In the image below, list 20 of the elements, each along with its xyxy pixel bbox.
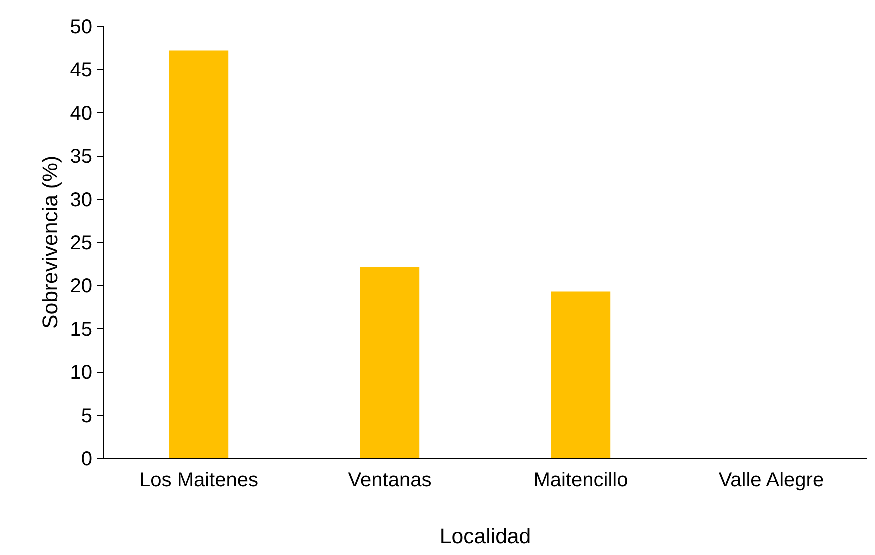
bar bbox=[551, 292, 611, 458]
bar bbox=[360, 268, 420, 458]
x-tick-label: Valle Alegre bbox=[718, 470, 824, 492]
x-tick-label: Maitencillo bbox=[534, 470, 628, 492]
y-tick-label: 10 bbox=[70, 362, 93, 384]
y-tick-label: 5 bbox=[81, 405, 92, 428]
y-tick-label: 25 bbox=[70, 232, 93, 254]
y-tick-label: 15 bbox=[70, 318, 93, 341]
y-tick-label: 20 bbox=[70, 276, 93, 298]
bar bbox=[169, 50, 229, 458]
y-tick-label: 30 bbox=[70, 189, 93, 212]
x-tick-label: Los Maitenes bbox=[140, 470, 258, 492]
y-tick-label: 45 bbox=[70, 60, 93, 82]
x-axis-title: Localidad bbox=[440, 524, 532, 548]
y-axis-title: Sobrevivencia (%) bbox=[38, 156, 62, 330]
y-tick-label: 50 bbox=[70, 16, 93, 38]
x-tick-label: Ventanas bbox=[348, 470, 432, 492]
y-tick-label: 40 bbox=[70, 102, 93, 125]
y-tick-label: 0 bbox=[81, 448, 92, 470]
y-tick-label: 35 bbox=[70, 146, 93, 168]
